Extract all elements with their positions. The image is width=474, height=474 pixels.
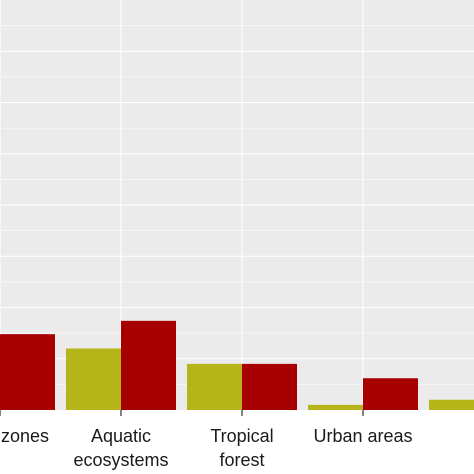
x-tick-label: Tropical forest (210, 426, 273, 470)
grid-lines (0, 0, 474, 410)
x-tick-label: Urban areas (313, 426, 412, 446)
x-axis-tick-labels: zones Aquatic ecosystems Tropical forest Urba… (1, 426, 413, 470)
bars (0, 320, 474, 410)
bar (187, 363, 242, 410)
bar (429, 399, 474, 410)
bar (363, 378, 418, 410)
bar (0, 334, 55, 410)
x-tick-label: zones (1, 426, 49, 446)
x-axis-ticks (0, 410, 364, 416)
bar (308, 404, 363, 410)
bar (242, 363, 297, 410)
x-tick-label: Aquatic ecosystems (73, 426, 168, 470)
bar (121, 320, 176, 410)
bar (66, 348, 121, 410)
